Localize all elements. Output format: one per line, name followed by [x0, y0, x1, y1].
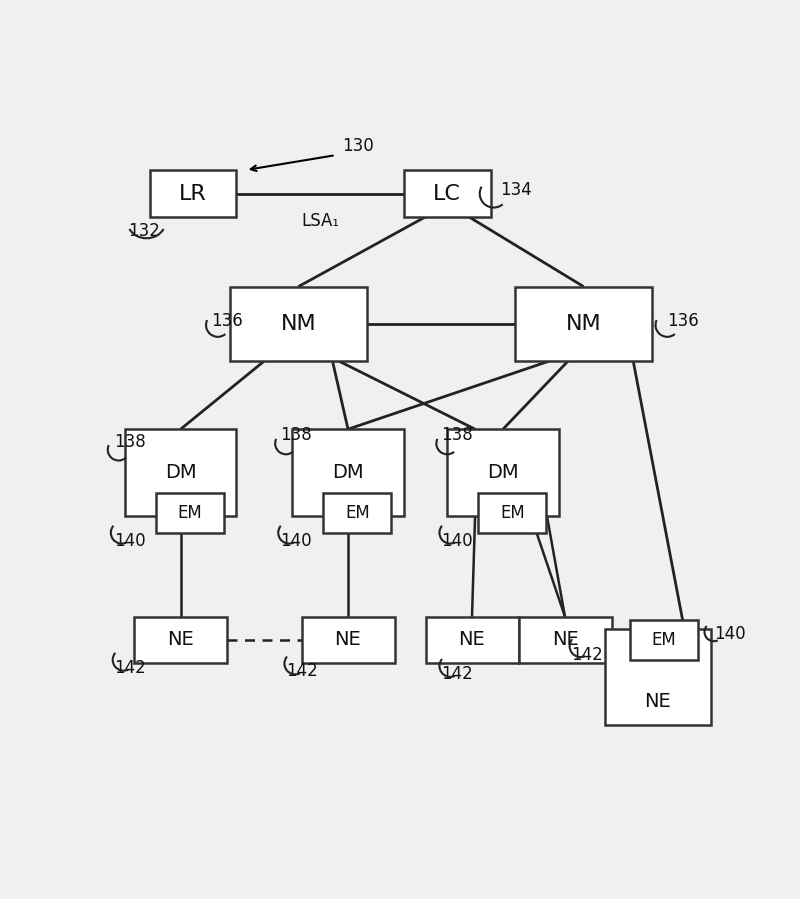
- FancyBboxPatch shape: [150, 170, 237, 217]
- FancyBboxPatch shape: [447, 429, 558, 516]
- Text: LSA₁: LSA₁: [301, 212, 339, 230]
- FancyBboxPatch shape: [323, 493, 391, 533]
- FancyBboxPatch shape: [606, 629, 710, 725]
- Text: 142: 142: [114, 659, 146, 677]
- FancyBboxPatch shape: [292, 429, 404, 516]
- FancyBboxPatch shape: [134, 617, 227, 663]
- Text: EM: EM: [500, 504, 525, 522]
- Text: 140: 140: [280, 532, 311, 550]
- Text: 134: 134: [500, 182, 532, 200]
- Text: NM: NM: [566, 314, 602, 334]
- Text: EM: EM: [178, 504, 202, 522]
- Text: 138: 138: [114, 432, 146, 450]
- FancyBboxPatch shape: [426, 617, 518, 663]
- FancyBboxPatch shape: [125, 429, 237, 516]
- Text: DM: DM: [165, 463, 197, 482]
- FancyBboxPatch shape: [478, 493, 546, 533]
- Text: 140: 140: [114, 532, 146, 550]
- Text: NE: NE: [334, 630, 362, 649]
- FancyBboxPatch shape: [404, 170, 490, 217]
- Text: 140: 140: [441, 532, 473, 550]
- Text: 136: 136: [211, 312, 243, 330]
- Text: 136: 136: [667, 312, 699, 330]
- FancyBboxPatch shape: [515, 287, 652, 361]
- Text: LC: LC: [434, 183, 461, 203]
- FancyBboxPatch shape: [230, 287, 366, 361]
- Text: NE: NE: [645, 691, 671, 711]
- Text: 138: 138: [280, 426, 311, 444]
- Text: EM: EM: [345, 504, 370, 522]
- Text: 142: 142: [286, 662, 318, 680]
- Text: NE: NE: [552, 630, 578, 649]
- FancyBboxPatch shape: [156, 493, 224, 533]
- Text: NE: NE: [458, 630, 486, 649]
- FancyBboxPatch shape: [302, 617, 394, 663]
- Text: 132: 132: [128, 222, 160, 240]
- Text: LR: LR: [179, 183, 207, 203]
- Text: DM: DM: [487, 463, 519, 482]
- FancyBboxPatch shape: [518, 617, 611, 663]
- FancyBboxPatch shape: [630, 619, 698, 660]
- Text: 142: 142: [571, 646, 603, 664]
- Text: 130: 130: [342, 138, 374, 156]
- Text: 140: 140: [714, 625, 746, 643]
- Text: 142: 142: [441, 665, 473, 683]
- Text: NM: NM: [281, 314, 316, 334]
- Text: DM: DM: [332, 463, 364, 482]
- Text: 138: 138: [441, 426, 473, 444]
- Text: EM: EM: [652, 631, 677, 649]
- Text: NE: NE: [167, 630, 194, 649]
